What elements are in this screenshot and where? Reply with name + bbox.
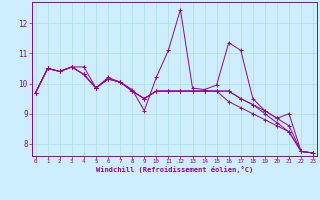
X-axis label: Windchill (Refroidissement éolien,°C): Windchill (Refroidissement éolien,°C) xyxy=(96,166,253,173)
